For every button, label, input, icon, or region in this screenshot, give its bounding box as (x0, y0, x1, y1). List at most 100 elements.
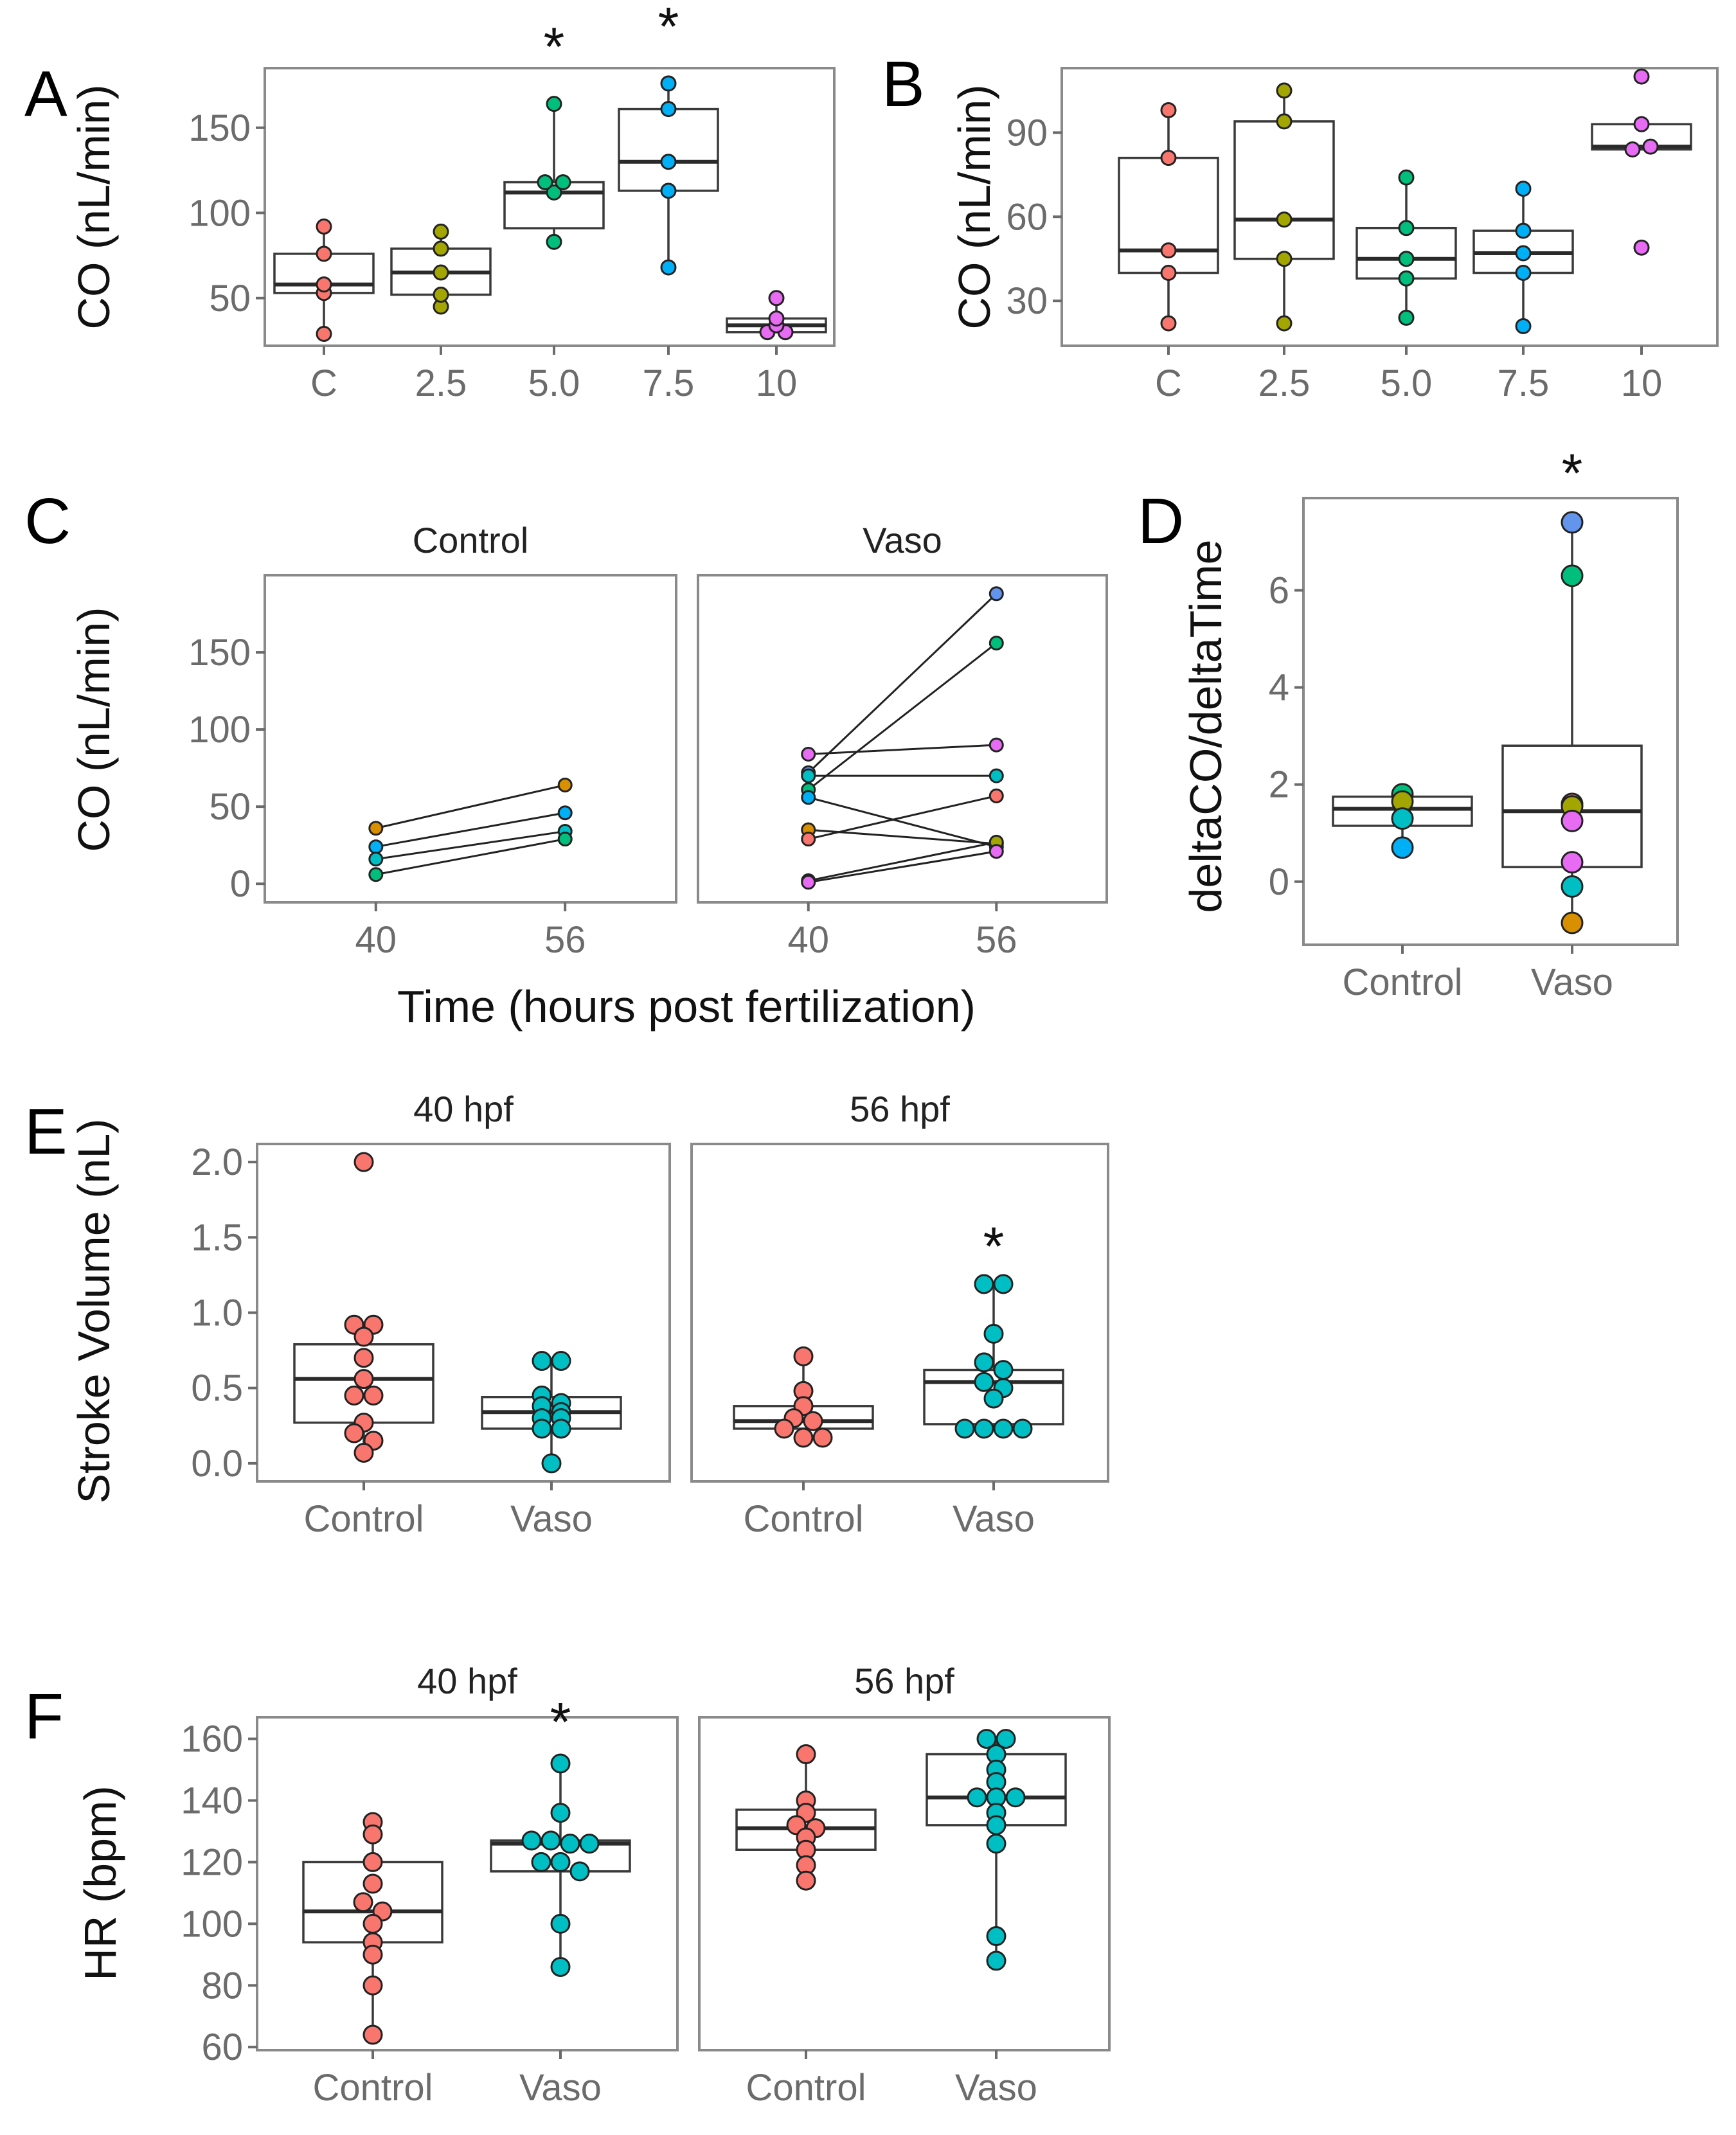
data-point (362, 1873, 383, 1894)
data-point (796, 1870, 816, 1891)
data-point (362, 1852, 383, 1872)
y-tick-label: 50 (209, 786, 251, 828)
y-axis-title: deltaCO/deltaTime (1181, 540, 1231, 913)
facet-title: 40 hpf (413, 1089, 514, 1129)
x-tick-label: Vaso (953, 1498, 1035, 1540)
data-point (993, 1418, 1014, 1439)
significance-star: * (1562, 443, 1583, 503)
data-point (986, 1834, 1007, 1854)
data-point (1642, 138, 1659, 155)
data-point (1561, 851, 1584, 874)
y-tick-label: 60 (201, 2026, 243, 2068)
data-point (353, 1152, 374, 1172)
series-line (808, 744, 997, 756)
y-axis-title: Stroke Volume (nL) (69, 1118, 119, 1503)
data-point (989, 788, 1004, 803)
data-point (353, 1442, 374, 1463)
x-tick-label: 7.5 (1498, 362, 1550, 404)
y-tick-label: 50 (209, 278, 251, 319)
plot-frame-e-facet (256, 1143, 671, 1483)
x-tick-label: 2.5 (415, 362, 467, 404)
data-point (1391, 836, 1414, 859)
data-point (989, 844, 1004, 859)
x-tick-label: 10 (756, 362, 798, 404)
data-point (1160, 242, 1177, 259)
data-point (974, 1352, 994, 1373)
data-point (1160, 265, 1177, 281)
data-point (1398, 270, 1415, 287)
panel-label-e: E (24, 1096, 67, 1168)
data-point (1515, 222, 1532, 239)
y-tick-label: 2.0 (191, 1141, 243, 1183)
data-point (532, 1351, 552, 1371)
data-point (551, 1351, 571, 1371)
facet-title: Vaso (863, 520, 942, 560)
data-point (660, 154, 677, 170)
data-point (796, 1744, 816, 1765)
y-tick-label: 100 (188, 709, 251, 751)
y-tick-label: 2 (1269, 764, 1289, 806)
data-point (1276, 251, 1293, 267)
data-point (989, 737, 1004, 753)
series-line (375, 812, 566, 848)
y-tick-label: 150 (188, 632, 251, 674)
data-point (1398, 251, 1415, 267)
x-tick-label: 10 (1621, 362, 1663, 404)
data-point (1005, 1787, 1026, 1808)
data-point (433, 223, 449, 240)
data-point (353, 1348, 374, 1368)
y-tick-label: 0.5 (191, 1368, 243, 1409)
series-line (807, 642, 998, 791)
data-point (983, 1388, 1004, 1409)
significance-star: * (544, 17, 565, 77)
x-tick-label: 40 (787, 919, 829, 961)
series-line (808, 841, 997, 882)
data-point (433, 240, 449, 257)
data-point (353, 1369, 374, 1389)
y-axis-title: CO (nL/min) (949, 84, 999, 329)
data-point (1398, 169, 1415, 186)
series-line (808, 850, 997, 884)
data-point (993, 1274, 1014, 1294)
significance-star: * (550, 1692, 571, 1752)
data-point (954, 1418, 975, 1439)
data-point (801, 875, 816, 890)
y-tick-label: 6 (1269, 570, 1289, 612)
data-point (812, 1427, 833, 1448)
series-line (375, 784, 566, 830)
y-tick-label: 100 (181, 1903, 243, 1945)
x-tick-label: 5.0 (528, 362, 580, 404)
box-iqr (618, 107, 719, 192)
data-point (316, 246, 332, 262)
data-point (1633, 239, 1650, 256)
data-point (989, 636, 1004, 651)
data-point (550, 1753, 571, 1774)
x-tick-label: 40 (355, 919, 397, 961)
data-point (974, 1274, 994, 1294)
plot-frame-d (1302, 497, 1679, 946)
data-point (996, 1729, 1016, 1749)
x-tick-label: 56 (976, 919, 1017, 961)
data-point (986, 1926, 1007, 1947)
x-tick-label: Vaso (1531, 961, 1613, 1003)
y-tick-label: 0 (230, 863, 251, 905)
data-point (353, 1892, 373, 1913)
data-point (344, 1423, 364, 1443)
y-tick-label: 120 (181, 1841, 243, 1883)
data-point (546, 184, 562, 201)
data-point (993, 1360, 1014, 1380)
data-point (1160, 150, 1177, 166)
series-line (808, 794, 997, 841)
y-axis-title: CO (nL/min) (69, 84, 119, 329)
data-point (521, 1830, 542, 1851)
x-tick-label: Vaso (955, 2067, 1037, 2109)
data-point (531, 1852, 551, 1872)
data-point (550, 1803, 571, 1823)
data-point (1561, 809, 1584, 832)
data-point (550, 1957, 571, 1977)
data-point (1398, 220, 1415, 237)
x-tick-label: Control (313, 2067, 433, 2109)
data-point (1633, 68, 1650, 85)
data-point (362, 1824, 383, 1845)
x-tick-label: 5.0 (1381, 362, 1433, 404)
